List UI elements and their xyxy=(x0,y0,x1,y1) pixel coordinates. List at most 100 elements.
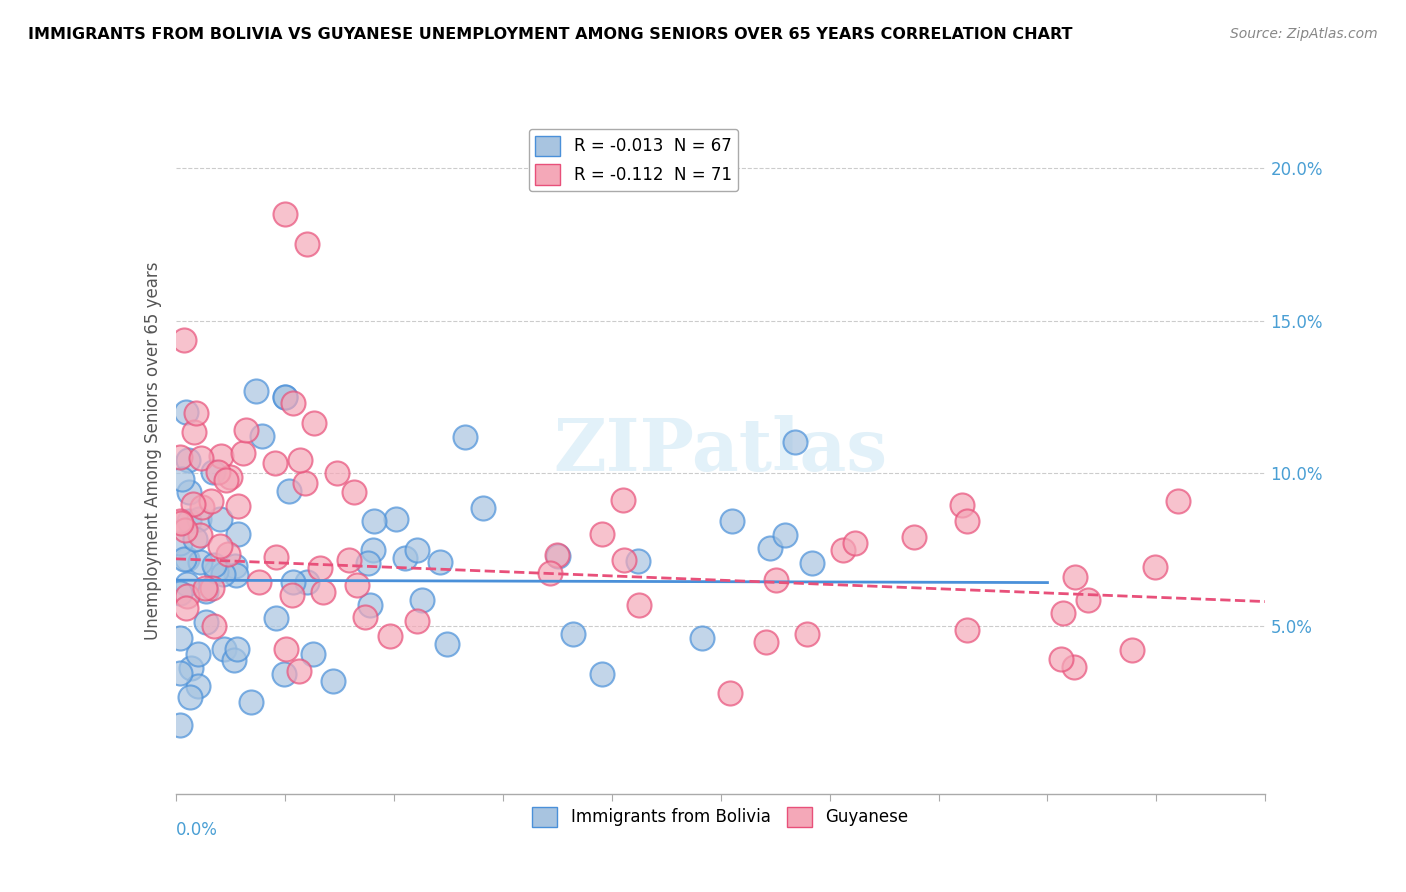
Point xyxy=(174,523,197,537)
Point xyxy=(538,566,561,581)
Point xyxy=(406,614,429,628)
Point xyxy=(394,550,416,565)
Point xyxy=(454,430,477,444)
Point xyxy=(169,666,191,681)
Point xyxy=(283,396,305,410)
Point xyxy=(194,581,217,595)
Point xyxy=(612,493,634,508)
Point xyxy=(312,584,335,599)
Point xyxy=(194,615,217,629)
Text: IMMIGRANTS FROM BOLIVIA VS GUYANESE UNEMPLOYMENT AMONG SENIORS OVER 65 YEARS COR: IMMIGRANTS FROM BOLIVIA VS GUYANESE UNEM… xyxy=(28,27,1073,42)
Point xyxy=(264,456,287,470)
Point xyxy=(343,485,366,500)
Point xyxy=(209,512,232,526)
Point xyxy=(956,514,979,528)
Point xyxy=(202,619,225,633)
Point xyxy=(277,484,299,499)
Point xyxy=(281,575,304,590)
Point xyxy=(173,552,195,566)
Point xyxy=(169,514,191,528)
Point xyxy=(628,599,651,613)
Point xyxy=(177,453,200,467)
Point xyxy=(195,584,218,599)
Point xyxy=(472,501,495,516)
Point xyxy=(200,494,222,508)
Point xyxy=(429,555,451,569)
Point xyxy=(346,578,368,592)
Text: ZIPatlas: ZIPatlas xyxy=(554,415,887,486)
Point xyxy=(235,423,257,437)
Point xyxy=(226,527,249,541)
Point xyxy=(903,530,925,544)
Point xyxy=(183,425,205,439)
Point xyxy=(184,532,207,546)
Point xyxy=(755,635,778,649)
Point xyxy=(209,450,232,464)
Point xyxy=(1049,652,1071,666)
Point xyxy=(201,465,224,479)
Point xyxy=(177,484,200,499)
Point xyxy=(325,466,347,480)
Point xyxy=(785,435,807,450)
Point xyxy=(274,390,297,404)
Text: 0.0%: 0.0% xyxy=(176,822,218,839)
Point xyxy=(169,632,191,646)
Point xyxy=(207,465,229,479)
Point xyxy=(322,673,344,688)
Point xyxy=(796,627,818,641)
Point xyxy=(844,536,866,550)
Point xyxy=(718,686,741,700)
Point xyxy=(1052,606,1074,620)
Point xyxy=(353,610,375,624)
Point xyxy=(188,511,211,525)
Point xyxy=(546,548,568,562)
Point xyxy=(297,574,319,589)
Point xyxy=(436,637,458,651)
Point xyxy=(591,666,613,681)
Point xyxy=(359,598,381,612)
Point xyxy=(801,556,824,570)
Point xyxy=(302,416,325,430)
Point xyxy=(179,690,201,705)
Point xyxy=(1064,570,1087,584)
Point xyxy=(169,718,191,732)
Point xyxy=(187,648,209,662)
Point xyxy=(215,473,238,487)
Point xyxy=(187,679,209,693)
Point xyxy=(174,404,197,418)
Point xyxy=(224,558,246,573)
Point xyxy=(217,547,239,561)
Point xyxy=(225,567,247,582)
Point xyxy=(1077,592,1099,607)
Point xyxy=(337,553,360,567)
Point xyxy=(274,390,297,404)
Point xyxy=(177,515,200,529)
Point xyxy=(176,589,198,603)
Point xyxy=(225,642,247,657)
Point xyxy=(690,632,713,646)
Point xyxy=(385,512,408,526)
Point xyxy=(1167,494,1189,508)
Point xyxy=(591,527,613,541)
Y-axis label: Unemployment Among Seniors over 65 years: Unemployment Among Seniors over 65 years xyxy=(143,261,162,640)
Point xyxy=(411,592,433,607)
Point xyxy=(831,542,853,557)
Point xyxy=(188,528,211,542)
Point xyxy=(214,641,236,656)
Point xyxy=(274,642,297,657)
Point xyxy=(170,516,193,530)
Point xyxy=(290,453,312,467)
Point xyxy=(1144,559,1167,574)
Point xyxy=(173,334,195,348)
Point xyxy=(288,665,311,679)
Point xyxy=(169,535,191,549)
Point xyxy=(172,472,194,486)
Point xyxy=(759,541,782,556)
Point xyxy=(219,470,242,484)
Point xyxy=(190,450,212,465)
Point xyxy=(250,428,273,442)
Point xyxy=(356,556,378,570)
Point xyxy=(176,552,198,566)
Legend: Immigrants from Bolivia, Guyanese: Immigrants from Bolivia, Guyanese xyxy=(526,800,915,834)
Point xyxy=(1121,642,1143,657)
